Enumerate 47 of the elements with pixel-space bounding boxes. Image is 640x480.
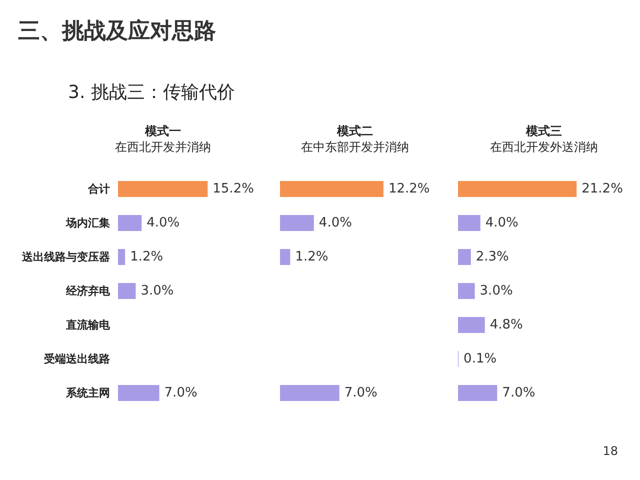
y-tick-label: 直流输电 xyxy=(65,318,111,332)
chart-title: 模式三 xyxy=(525,124,562,138)
bar xyxy=(118,181,208,197)
chart-subtitle: 在西北开发并消纳 xyxy=(115,140,211,154)
data-label: 7.0% xyxy=(344,386,378,400)
bar xyxy=(118,283,136,299)
data-label: 0.1% xyxy=(464,352,497,366)
data-label: 7.0% xyxy=(164,386,198,400)
bar xyxy=(458,385,498,401)
text: 3. 挑战三：传输代价 xyxy=(68,81,235,104)
data-label: 7.0% xyxy=(502,386,536,400)
data-label: 4.0% xyxy=(146,216,180,230)
y-tick-label: 经济弃电 xyxy=(65,284,111,298)
data-label: 12.2% xyxy=(388,182,430,196)
bar xyxy=(280,215,314,231)
bar xyxy=(458,317,485,333)
data-label: 4.0% xyxy=(318,216,352,230)
bar xyxy=(280,249,290,265)
bar xyxy=(458,215,480,231)
y-tick-label: 系统主网 xyxy=(65,386,110,400)
bar xyxy=(458,249,471,265)
chart-title: 模式一 xyxy=(144,124,181,138)
chart-subtitle: 在中东部开发并消纳 xyxy=(301,140,409,154)
chart-subtitle: 在西北开发外送消纳 xyxy=(490,140,598,154)
text: 三、挑战及应对思路 xyxy=(18,18,216,46)
bar xyxy=(458,283,475,299)
y-tick-label: 送出线路与变压器 xyxy=(21,250,110,264)
y-tick-label: 场内汇集 xyxy=(65,216,110,230)
data-label: 15.2% xyxy=(212,182,254,196)
data-label: 1.2% xyxy=(295,250,328,264)
bar xyxy=(458,181,577,197)
bar xyxy=(118,385,160,401)
chart-title: 模式二 xyxy=(336,124,373,138)
data-label: 4.0% xyxy=(485,216,518,230)
y-tick-label: 合计 xyxy=(87,182,110,196)
data-label: 1.2% xyxy=(130,250,164,264)
bar xyxy=(280,385,340,401)
text: 18 xyxy=(602,444,618,458)
data-label: 3.0% xyxy=(140,284,174,298)
bar xyxy=(280,181,384,197)
bar xyxy=(118,215,142,231)
data-label: 4.8% xyxy=(490,318,523,332)
data-label: 3.0% xyxy=(480,284,513,298)
data-label: 21.2% xyxy=(582,182,623,196)
bar xyxy=(118,249,126,265)
y-tick-label: 受端送出线路 xyxy=(43,352,110,366)
data-label: 2.3% xyxy=(476,250,509,264)
